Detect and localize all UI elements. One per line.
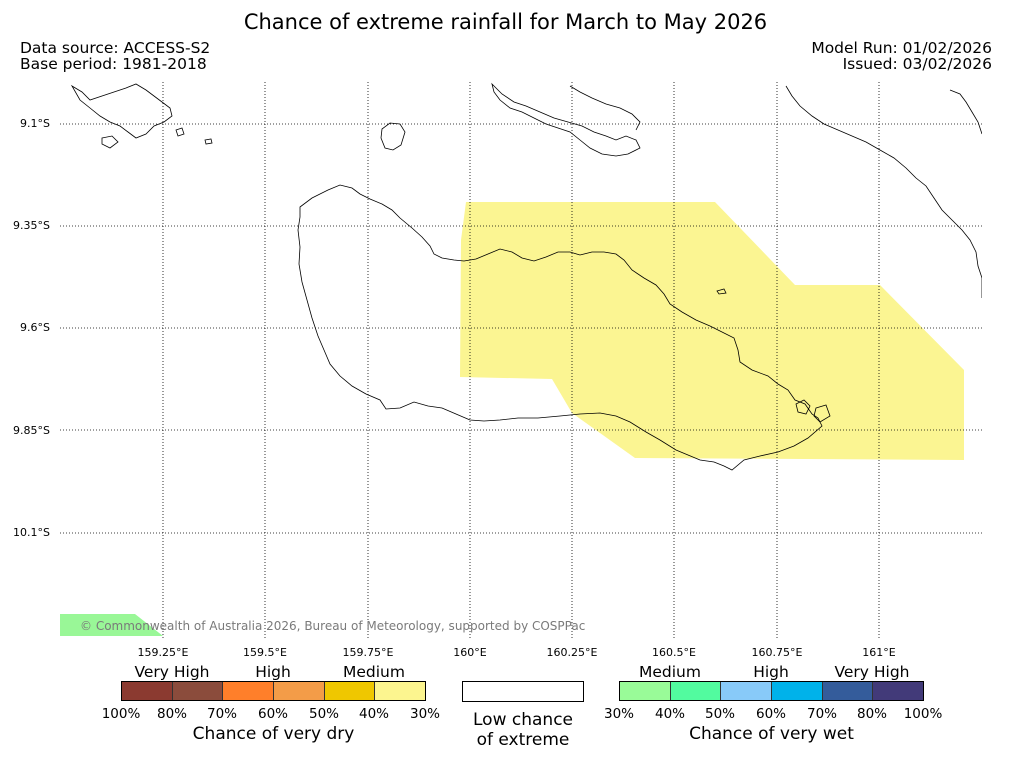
latitude-gridlines bbox=[60, 123, 982, 534]
lon-label: 160.5°E bbox=[652, 646, 696, 659]
low-chance-line2: of extreme bbox=[476, 730, 570, 750]
dry-shading-region bbox=[460, 202, 964, 460]
wet-swatch bbox=[721, 682, 773, 700]
wet-tick: 50% bbox=[704, 706, 735, 722]
russell-islands-coast bbox=[70, 83, 173, 139]
base-period: Base period: 1981-2018 bbox=[20, 55, 207, 73]
low-chance-label: Low chance of extreme bbox=[452, 710, 594, 750]
savo-island-coast bbox=[380, 122, 406, 151]
meta-right: Model Run: 01/02/2026 Issued: 03/02/2026 bbox=[811, 40, 992, 72]
wet-tick: 40% bbox=[654, 706, 685, 722]
coastlines bbox=[70, 82, 982, 471]
low-chance-swatch bbox=[462, 681, 584, 702]
lon-label: 159.25°E bbox=[137, 646, 189, 659]
wet-corner-shading bbox=[60, 614, 163, 636]
lon-label: 160°E bbox=[453, 646, 487, 659]
wet-category-very-high: Very High bbox=[834, 663, 910, 681]
florida-east-coast bbox=[569, 85, 641, 131]
malaita-north bbox=[949, 89, 982, 135]
lon-label: 160.75°E bbox=[751, 646, 803, 659]
wet-tick: 30% bbox=[603, 706, 634, 722]
wet-swatch bbox=[822, 682, 874, 700]
lon-label: 160.25°E bbox=[546, 646, 598, 659]
copyright-notice: © Commonwealth of Australia 2026, Bureau… bbox=[80, 619, 586, 633]
dry-category-high: High bbox=[255, 663, 291, 681]
wet-swatch bbox=[772, 682, 823, 700]
wet-category-medium: Medium bbox=[639, 663, 701, 681]
map-canvas bbox=[60, 82, 982, 638]
lon-label: 159.5°E bbox=[243, 646, 287, 659]
wet-legend-label: Chance of very wet bbox=[689, 724, 854, 744]
dry-tick: 30% bbox=[409, 706, 440, 722]
lon-label: 161°E bbox=[862, 646, 896, 659]
map-title: Chance of extreme rainfall for March to … bbox=[243, 10, 768, 34]
wet-swatch bbox=[670, 682, 722, 700]
malaita-coast bbox=[785, 85, 982, 298]
dry-category-medium: Medium bbox=[343, 663, 405, 681]
lat-label: 10.1°S bbox=[13, 526, 50, 539]
russell-islet-b bbox=[175, 127, 185, 137]
wet-swatch bbox=[873, 682, 924, 700]
dry-swatch bbox=[375, 682, 426, 700]
dry-tick: 80% bbox=[156, 706, 187, 722]
small-islet bbox=[716, 288, 727, 295]
wet-tick: 70% bbox=[806, 706, 837, 722]
dry-swatch bbox=[122, 682, 173, 700]
dry-swatch bbox=[274, 682, 325, 700]
wet-tick: 60% bbox=[755, 706, 786, 722]
eastern-islets bbox=[795, 399, 831, 423]
wet-category-high: High bbox=[753, 663, 789, 681]
model-run: Model Run: 01/02/2026 bbox=[811, 39, 992, 57]
russell-islet-a bbox=[101, 135, 119, 149]
dry-swatch bbox=[172, 682, 224, 700]
dry-tick: 50% bbox=[308, 706, 339, 722]
lat-label: 9.35°S bbox=[13, 219, 50, 232]
dry-swatch bbox=[324, 682, 376, 700]
lat-label: 9.1°S bbox=[20, 117, 50, 130]
wet-swatch bbox=[620, 682, 671, 700]
dry-legend-label: Chance of very dry bbox=[192, 724, 355, 744]
low-chance-line1: Low chance bbox=[473, 710, 573, 730]
dry-category-very-high: Very High bbox=[134, 663, 210, 681]
dry-tick: 100% bbox=[101, 706, 141, 722]
data-source: Data source: ACCESS-S2 bbox=[20, 39, 211, 57]
wet-tick: 80% bbox=[856, 706, 887, 722]
lat-label: 9.85°S bbox=[13, 424, 50, 437]
meta-left: Data source: ACCESS-S2 Base period: 1981… bbox=[20, 40, 210, 72]
russell-islet-c bbox=[204, 138, 213, 145]
dry-tick: 70% bbox=[206, 706, 237, 722]
wet-colorbar bbox=[619, 681, 924, 701]
dry-tick: 60% bbox=[257, 706, 288, 722]
issued-date: Issued: 03/02/2026 bbox=[842, 55, 992, 73]
dry-swatch bbox=[223, 682, 275, 700]
lat-label: 9.6°S bbox=[20, 321, 50, 334]
wet-tick: 100% bbox=[903, 706, 943, 722]
dry-colorbar bbox=[121, 681, 426, 701]
dry-tick: 40% bbox=[358, 706, 389, 722]
lon-label: 159.75°E bbox=[342, 646, 394, 659]
florida-islands-coast bbox=[491, 82, 641, 157]
